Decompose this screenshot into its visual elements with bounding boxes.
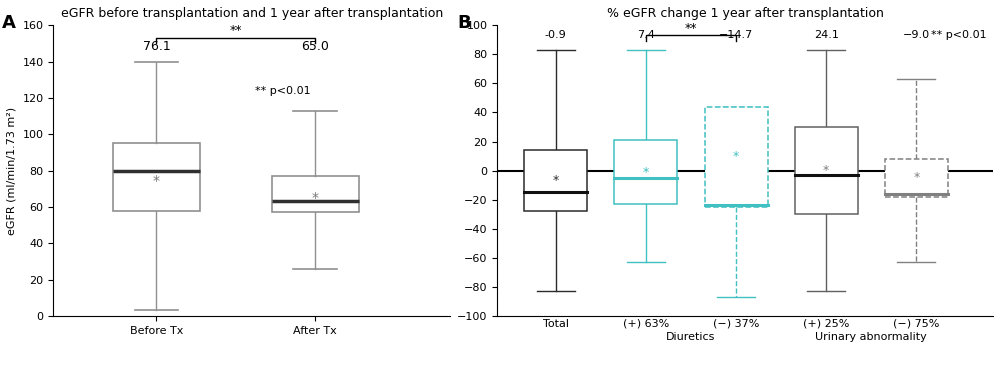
Text: 65.0: 65.0 — [301, 39, 329, 53]
PathPatch shape — [272, 176, 359, 212]
Bar — [885, 159, 948, 197]
Text: Total: Total — [543, 319, 569, 329]
Text: Diuretics: Diuretics — [666, 332, 716, 342]
Text: (−) 37%: (−) 37% — [713, 319, 759, 329]
Text: B: B — [457, 13, 471, 32]
Text: 76.1: 76.1 — [143, 39, 170, 53]
Text: −14.7: −14.7 — [719, 30, 753, 40]
Text: −9.0: −9.0 — [903, 30, 930, 40]
Text: **: ** — [230, 24, 242, 37]
Text: A: A — [2, 13, 16, 32]
PathPatch shape — [113, 143, 200, 211]
Bar — [614, 140, 677, 204]
Text: **: ** — [685, 22, 697, 35]
Text: 24.1: 24.1 — [814, 30, 839, 40]
Text: Urinary abnormality: Urinary abnormality — [815, 332, 927, 342]
Text: -0.9: -0.9 — [545, 30, 567, 40]
Y-axis label: eGFR (ml/min/1.73 m²): eGFR (ml/min/1.73 m²) — [7, 106, 17, 235]
Text: (−) 75%: (−) 75% — [893, 319, 940, 329]
Text: *: * — [153, 174, 160, 188]
Title: eGFR before transplantation and 1 year after transplantation: eGFR before transplantation and 1 year a… — [61, 7, 443, 20]
Text: *: * — [312, 191, 319, 205]
Bar — [705, 106, 768, 207]
Bar — [524, 150, 587, 211]
Bar — [795, 127, 858, 214]
Text: *: * — [733, 150, 739, 163]
Text: 7.4: 7.4 — [637, 30, 655, 40]
Text: *: * — [913, 171, 920, 184]
Text: *: * — [643, 165, 649, 178]
Text: (+) 25%: (+) 25% — [803, 319, 849, 329]
Title: % eGFR change 1 year after transplantation: % eGFR change 1 year after transplantati… — [607, 7, 884, 20]
Text: ** p<0.01: ** p<0.01 — [255, 86, 311, 96]
Text: *: * — [553, 174, 559, 187]
Text: *: * — [823, 164, 829, 177]
Text: ** p<0.01: ** p<0.01 — [931, 30, 987, 40]
Text: (+) 63%: (+) 63% — [623, 319, 669, 329]
